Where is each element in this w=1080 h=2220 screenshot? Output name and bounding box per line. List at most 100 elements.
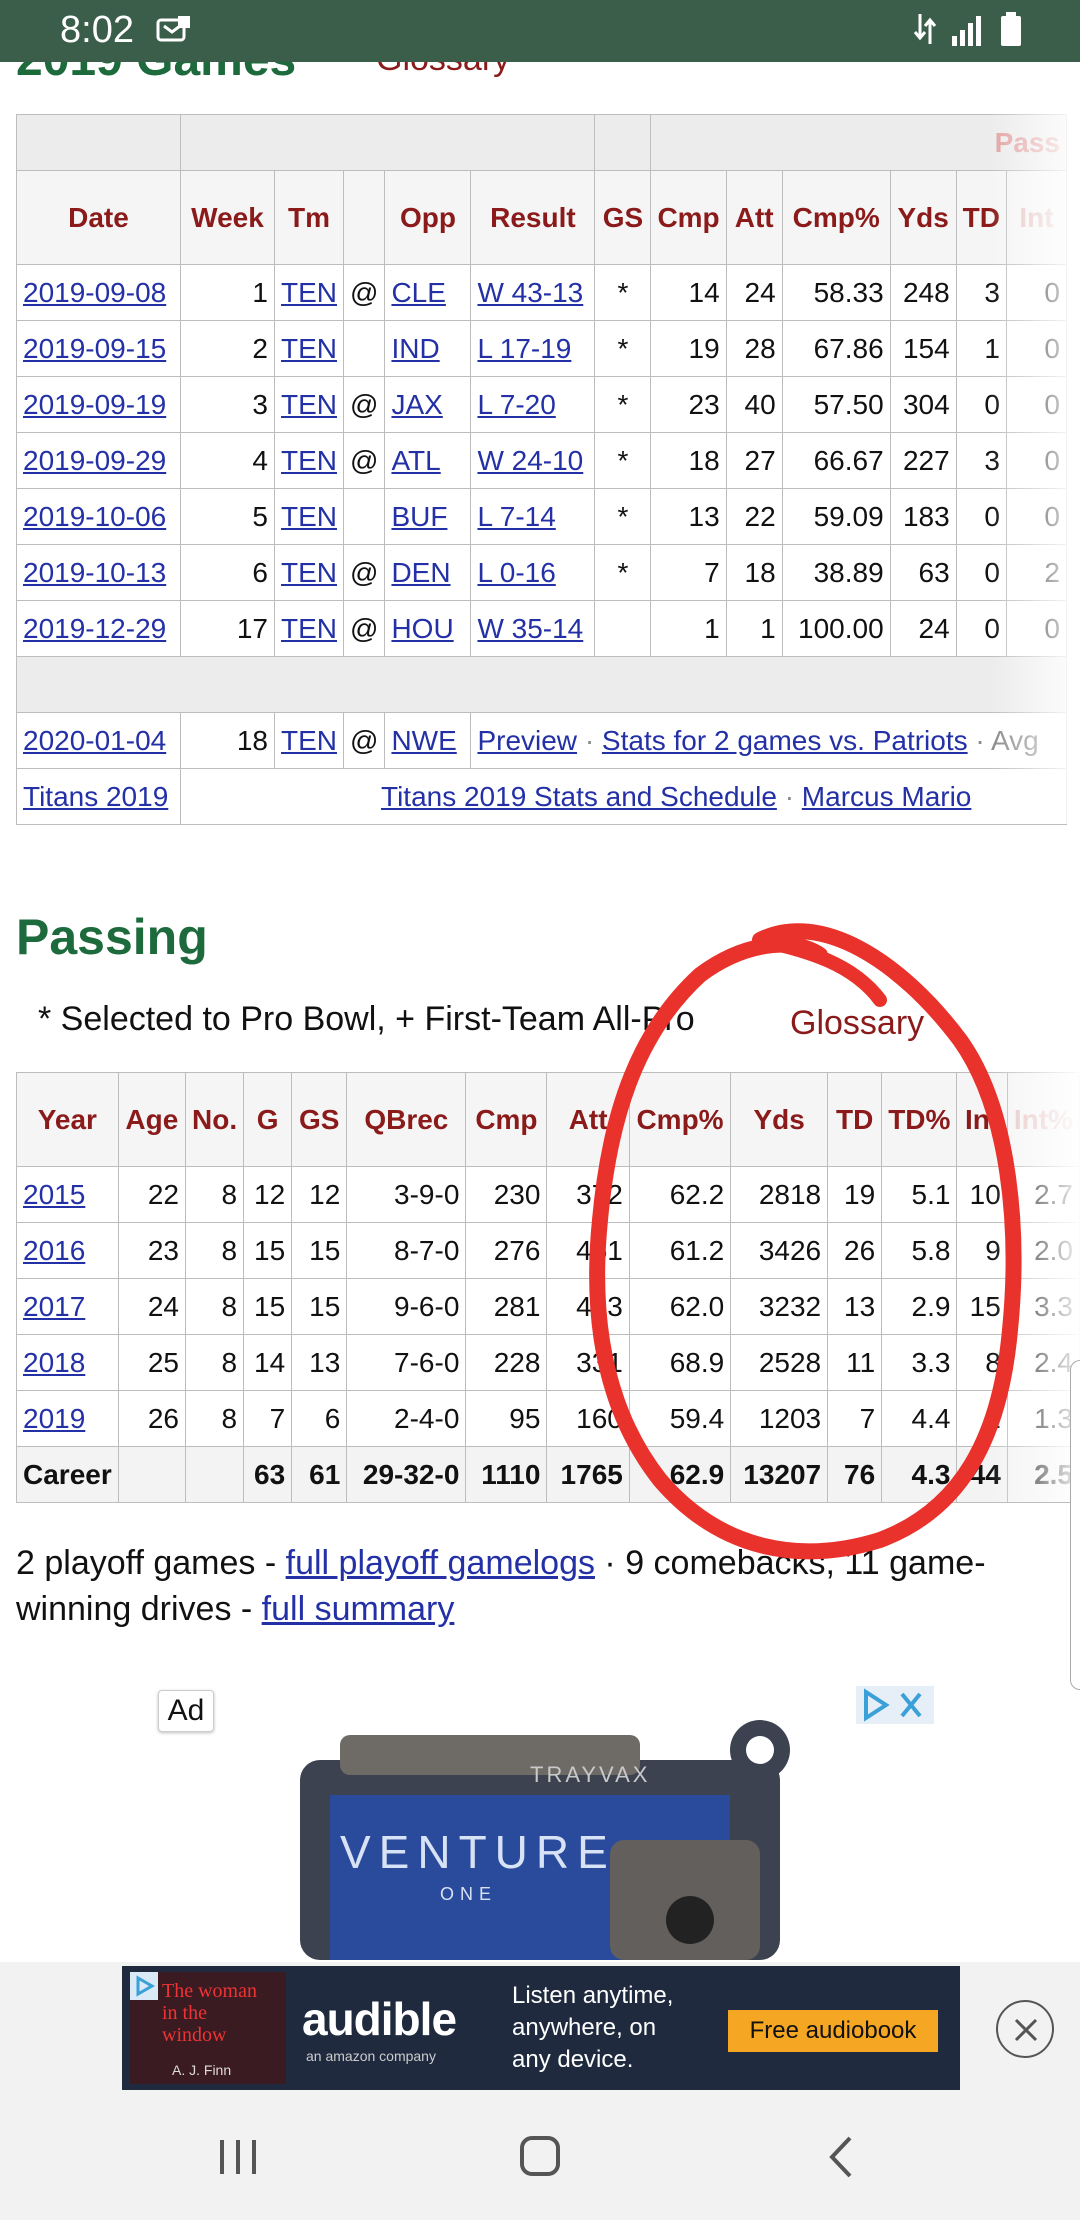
passing-col-header[interactable]: Year [16, 1072, 119, 1167]
home-icon[interactable] [510, 2132, 570, 2182]
adchoices-icon [864, 1688, 890, 1722]
opp-link[interactable]: HOU [391, 612, 454, 644]
games-col-header[interactable]: Result [470, 170, 596, 265]
season-cell: 62.0 [628, 1278, 732, 1335]
team-link[interactable]: TEN [281, 444, 337, 476]
passing-glossary-link[interactable]: Glossary [790, 1004, 925, 1042]
boxscore-link[interactable]: L 0-16 [477, 556, 556, 588]
team-link[interactable]: TEN [281, 332, 337, 364]
game-cell: 66.67 [781, 432, 891, 489]
opp-link[interactable]: BUF [391, 500, 448, 532]
boxscore-link[interactable]: L 7-20 [477, 388, 556, 420]
date-link[interactable]: 2019-09-15 [23, 332, 167, 364]
team-link[interactable]: TEN [281, 556, 337, 588]
full-summary-link[interactable]: full summary [261, 1590, 455, 1628]
player-page-link[interactable]: Marcus Mario [801, 780, 972, 812]
passing-col-header[interactable]: Cmp [465, 1072, 548, 1167]
ad-choices[interactable] [856, 1686, 934, 1724]
season-year-link[interactable]: 2018 [23, 1346, 86, 1378]
season-year-link[interactable]: 2019 [23, 1402, 86, 1434]
banner-close-button[interactable] [996, 2000, 1054, 2058]
preview-link[interactable]: Preview [477, 724, 578, 756]
date-link[interactable]: 2019-09-29 [23, 444, 167, 476]
game-cell [342, 320, 386, 377]
stats-vs-patriots-link[interactable]: Stats for 2 games vs. Patriots [601, 724, 968, 756]
opp-link[interactable]: IND [391, 332, 440, 364]
date-link[interactable]: 2019-09-08 [23, 276, 167, 308]
date-link[interactable]: 2019-10-13 [23, 556, 167, 588]
passing-col-header[interactable]: Age [117, 1072, 187, 1167]
data-transfer-icon [913, 14, 937, 44]
passing-col-header[interactable]: G [243, 1072, 293, 1167]
page-scrollbar[interactable] [1070, 1360, 1080, 1690]
team-link[interactable]: TEN [281, 388, 337, 420]
back-icon[interactable] [812, 2132, 872, 2182]
season-row: 2018 25 8 14 13 7-6-0 228 331 68.9 2528 11 3.3 8 2.4 [16, 1334, 1080, 1391]
opp-link[interactable]: CLE [391, 276, 446, 308]
team-link[interactable]: TEN [281, 612, 337, 644]
passing-col-header[interactable]: TD% [881, 1072, 958, 1167]
games-col-header[interactable] [342, 170, 386, 265]
career-row: Career 63 61 29-32-0 1110 1765 62.9 13207 76 4.3 4… [16, 1446, 1080, 1503]
season-cell: 451 [546, 1222, 630, 1279]
boxscore-link[interactable]: L 7-14 [477, 500, 556, 532]
boxscore-link[interactable]: W 24-10 [477, 444, 584, 476]
passing-col-header[interactable]: Att [546, 1072, 630, 1167]
games-col-header[interactable]: Tm [274, 170, 344, 265]
season-year-link[interactable]: 2016 [23, 1234, 86, 1266]
passing-col-header[interactable]: No. [185, 1072, 245, 1167]
games-col-header[interactable]: Cmp% [781, 170, 891, 265]
team-link[interactable]: TEN [281, 500, 337, 532]
opp-link[interactable]: DEN [391, 556, 451, 588]
passing-col-header[interactable]: QBrec [346, 1072, 467, 1167]
game-cell: 7 [650, 544, 727, 601]
audible-banner[interactable]: The woman in the window A. J. Finn audib… [122, 1966, 960, 2090]
game-cell: * [594, 264, 652, 321]
playoff-gamelogs-link[interactable]: full playoff gamelogs [285, 1544, 595, 1582]
playoff-date-link[interactable]: 2020-01-04 [23, 724, 167, 756]
game-cell: 2 [1006, 544, 1067, 601]
boxscore-link[interactable]: L 17-19 [477, 332, 572, 364]
career-cell: 2.5 [1006, 1446, 1080, 1503]
game-cell: @ [342, 544, 386, 601]
games-glossary-link[interactable]: Glossary [376, 62, 510, 79]
passing-col-header[interactable]: GS [291, 1072, 348, 1167]
playoff-opp-link[interactable]: NWE [391, 724, 457, 756]
games-col-header[interactable]: TD [955, 170, 1008, 265]
season-cell: 15 [243, 1278, 293, 1335]
date-link[interactable]: 2019-09-19 [23, 388, 167, 420]
games-col-header[interactable]: Date [16, 170, 181, 265]
games-col-header[interactable]: Int [1006, 170, 1067, 265]
opp-link[interactable]: ATL [391, 444, 441, 476]
career-cell: 29-32-0 [346, 1446, 467, 1503]
opp-link[interactable]: JAX [391, 388, 443, 420]
team-link[interactable]: TEN [281, 276, 337, 308]
career-cell: 63 [243, 1446, 293, 1503]
date-link[interactable]: 2019-12-29 [23, 612, 167, 644]
ad-product-image[interactable]: TRAYVAX VENTURE ONE [280, 1720, 800, 1960]
boxscore-link[interactable]: W 35-14 [477, 612, 584, 644]
team-season-link[interactable]: Titans 2019 [23, 780, 169, 812]
passing-col-header[interactable]: Int% [1006, 1072, 1080, 1167]
passing-col-header[interactable]: TD [827, 1072, 883, 1167]
games-col-header[interactable]: Week [180, 170, 275, 265]
recent-apps-icon[interactable] [208, 2132, 268, 2182]
passing-col-header[interactable]: Yds [730, 1072, 829, 1167]
passing-col-header[interactable]: Cmp% [628, 1072, 732, 1167]
free-audiobook-button[interactable]: Free audiobook [728, 2010, 938, 2052]
games-col-header[interactable]: GS [594, 170, 652, 265]
games-col-header[interactable]: Opp [384, 170, 472, 265]
season-year-link[interactable]: 2015 [23, 1178, 86, 1210]
team-stats-schedule-link[interactable]: Titans 2019 Stats and Schedule [381, 780, 777, 812]
games-col-header[interactable]: Yds [889, 170, 957, 265]
passing-col-header[interactable]: Int [956, 1072, 1008, 1167]
game-cell: 0 [955, 488, 1008, 545]
games-col-header[interactable]: Att [725, 170, 783, 265]
date-link[interactable]: 2019-10-06 [23, 500, 167, 532]
adchoices-icon[interactable] [130, 1972, 158, 2000]
season-cell: 6 [291, 1390, 348, 1447]
playoff-team-link[interactable]: TEN [281, 724, 337, 756]
boxscore-link[interactable]: W 43-13 [477, 276, 584, 308]
season-year-link[interactable]: 2017 [23, 1290, 86, 1322]
games-col-header[interactable]: Cmp [650, 170, 727, 265]
